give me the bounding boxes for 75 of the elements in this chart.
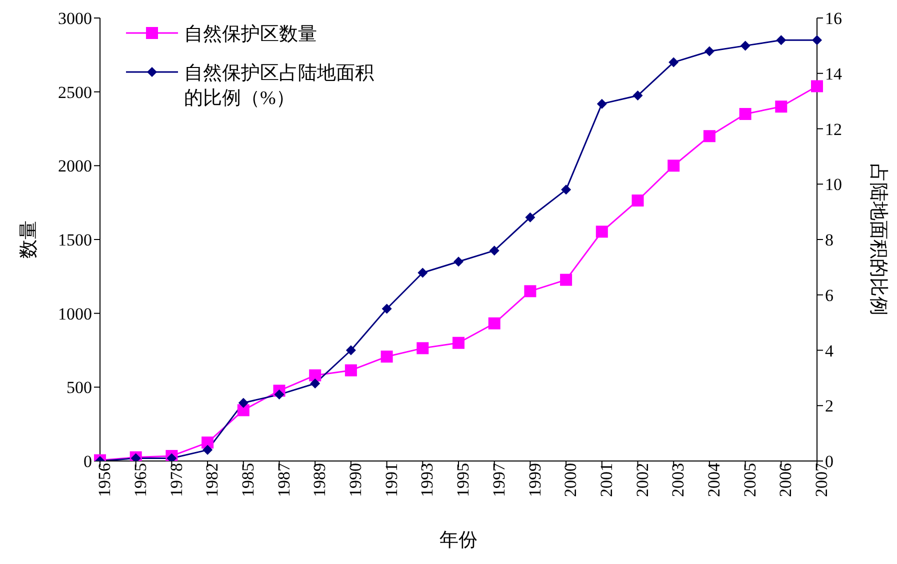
point: [703, 130, 716, 142]
point: [202, 444, 213, 455]
legend-label: 自然保护区数量: [184, 23, 317, 47]
y-tick-label: 2500: [58, 82, 92, 102]
point: [274, 390, 284, 400]
x-tick-label: 1989: [310, 463, 330, 497]
point: [489, 246, 500, 256]
point: [632, 90, 643, 101]
y-tick-label: 1500: [58, 230, 92, 250]
x-tick-label: 2001: [596, 463, 616, 497]
y2-axis-title: 占陆地面积的比例: [867, 164, 888, 316]
y2-tick-label: 12: [825, 120, 842, 139]
point: [775, 100, 788, 113]
point: [488, 317, 500, 330]
x-tick-label: 2002: [632, 463, 652, 497]
x-tick-label: 1995: [454, 463, 473, 497]
point: [632, 194, 644, 207]
x-tick-label: 2004: [704, 462, 724, 497]
point: [740, 40, 750, 51]
point: [202, 436, 214, 449]
x-axis-title: 年份: [440, 530, 478, 551]
x-tick-label: 1999: [525, 463, 544, 497]
x-tick-label: 1997: [489, 462, 508, 497]
x-tick-label: 1956: [95, 463, 114, 497]
point: [704, 46, 714, 56]
point: [416, 342, 429, 354]
x-tick-label: 2000: [561, 463, 580, 497]
x-tick-label: 2006: [776, 463, 796, 497]
point: [382, 304, 392, 314]
point: [739, 108, 752, 120]
point: [561, 184, 572, 195]
point: [811, 80, 823, 92]
point: [346, 345, 356, 356]
x-tick-label: 2003: [668, 463, 688, 497]
point: [310, 378, 320, 388]
x-tick-label: 1978: [166, 463, 186, 497]
x-tick-label: 1993: [418, 463, 437, 497]
x-tick-label: 1985: [238, 463, 258, 497]
x-tick-label: 1991: [382, 463, 401, 497]
point: [309, 369, 322, 382]
y2-tick-label: 8: [825, 230, 834, 250]
point: [596, 98, 607, 109]
point: [454, 256, 464, 267]
x-tick-label: 1987: [274, 462, 294, 497]
y-tick-label: 0: [84, 452, 92, 472]
point: [418, 268, 428, 278]
x-tick-label: 1982: [202, 463, 222, 497]
point: [668, 160, 680, 172]
x-tick-label: 1990: [346, 463, 366, 497]
legend-label: 自然保护区占陆地面积的比例（%）: [184, 62, 375, 111]
point: [524, 285, 536, 298]
point: [560, 274, 572, 286]
point: [452, 336, 464, 349]
point: [525, 212, 536, 222]
y-tick-label: 1000: [58, 304, 92, 324]
point: [238, 398, 248, 408]
y-tick-label: 2000: [58, 156, 92, 176]
point: [776, 35, 786, 46]
y2-tick-label: 2: [825, 396, 834, 416]
y2-tick-label: 10: [825, 175, 842, 194]
y2-tick-label: 14: [825, 64, 842, 84]
y-tick-label: 500: [66, 378, 92, 398]
y-tick-label: 3000: [58, 9, 92, 28]
point: [344, 364, 357, 376]
point: [380, 350, 393, 363]
point: [668, 57, 679, 68]
x-tick-label: 1965: [130, 463, 150, 497]
point: [812, 35, 822, 46]
y2-tick-label: 4: [825, 341, 834, 360]
x-tick-label: 2005: [740, 463, 760, 497]
y2-tick-label: 6: [825, 286, 834, 305]
point: [596, 226, 608, 238]
y-axis-title: 数量: [18, 220, 40, 258]
y2-tick-label: 16: [825, 9, 842, 28]
point: [237, 404, 250, 416]
